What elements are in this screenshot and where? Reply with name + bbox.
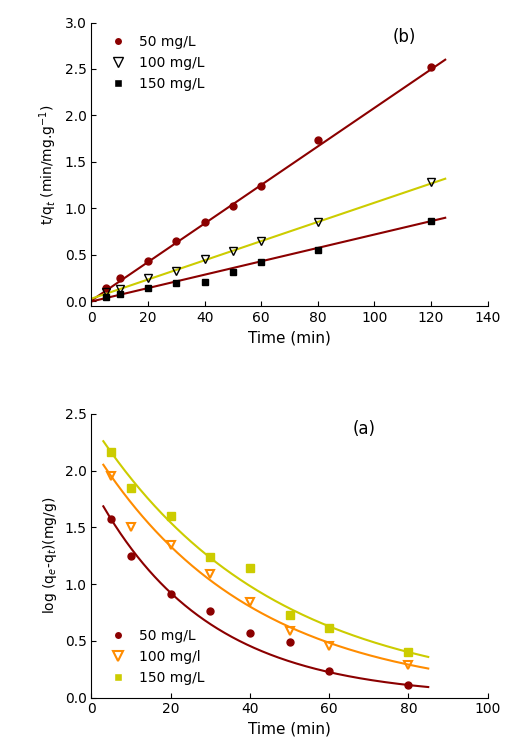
X-axis label: Time (min): Time (min) <box>248 722 331 737</box>
Legend: 50 mg/L, 100 mg/l, 150 mg/L: 50 mg/L, 100 mg/l, 150 mg/L <box>99 623 210 691</box>
Text: (a): (a) <box>353 420 376 438</box>
Y-axis label: t/q$_t$ (min/mg.g$^{-1}$): t/q$_t$ (min/mg.g$^{-1}$) <box>38 104 59 224</box>
Y-axis label: log (q$_e$-q$_t$)(mg/g): log (q$_e$-q$_t$)(mg/g) <box>41 497 59 614</box>
Legend: 50 mg/L, 100 mg/L, 150 mg/L: 50 mg/L, 100 mg/L, 150 mg/L <box>99 29 210 97</box>
X-axis label: Time (min): Time (min) <box>248 331 331 346</box>
Text: (b): (b) <box>393 28 416 46</box>
